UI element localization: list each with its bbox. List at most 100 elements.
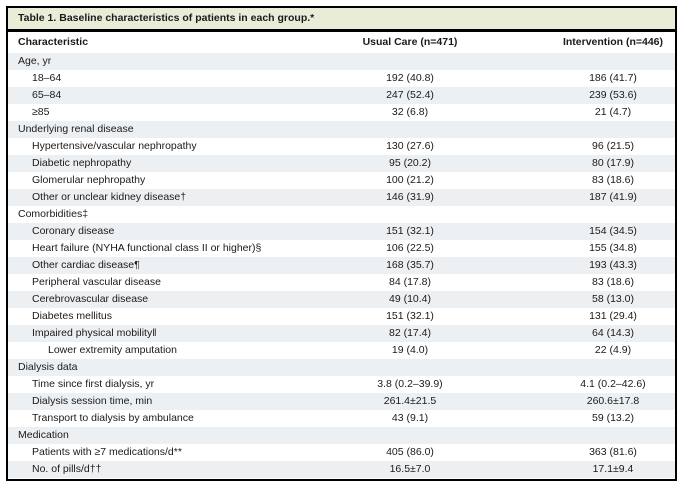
table-row: Dialysis data bbox=[8, 359, 675, 376]
intervention-value: 363 (81.6) bbox=[589, 446, 637, 458]
usual-care-value bbox=[335, 53, 485, 70]
usual-care-value: 247 (52.4) bbox=[386, 89, 434, 101]
table-row: Hypertensive/vascular nephropathy 130 (2… bbox=[8, 138, 675, 155]
row-label: Heart failure (NYHA functional class II … bbox=[32, 242, 262, 254]
usual-care-value: 261.4±21.5 bbox=[383, 395, 437, 407]
usual-care-value bbox=[335, 359, 485, 376]
row-label: 18–64 bbox=[32, 72, 62, 84]
table-row: Comorbidities‡ bbox=[8, 206, 675, 223]
usual-care-value bbox=[335, 206, 485, 223]
intervention-value bbox=[485, 53, 675, 70]
row-label: Dialysis data bbox=[18, 361, 78, 373]
table-frame: Table 1. Baseline characteristics of pat… bbox=[6, 6, 677, 481]
table-row: Other or unclear kidney disease† 146 (31… bbox=[8, 189, 675, 206]
usual-care-value: 192 (40.8) bbox=[386, 72, 434, 84]
intervention-value: 22 (4.9) bbox=[594, 344, 632, 356]
intervention-value: 239 (53.6) bbox=[589, 89, 637, 101]
intervention-value bbox=[485, 121, 675, 138]
usual-care-value: 130 (27.6) bbox=[386, 140, 434, 152]
intervention-value: 83 (18.6) bbox=[591, 174, 635, 186]
intervention-value: 17.1±9.4 bbox=[592, 463, 634, 475]
usual-care-value: 82 (17.4) bbox=[388, 327, 432, 339]
column-header-intervention: Intervention (n=446) bbox=[485, 32, 675, 53]
usual-care-value bbox=[335, 427, 485, 444]
usual-care-value: 95 (20.2) bbox=[388, 157, 432, 169]
table-row: Coronary disease 151 (32.1) 154 (34.5) bbox=[8, 223, 675, 240]
row-label: Diabetic nephropathy bbox=[32, 157, 132, 169]
table-row: Heart failure (NYHA functional class II … bbox=[8, 240, 675, 257]
row-label: Age, yr bbox=[18, 55, 52, 67]
row-label: Peripheral vascular disease bbox=[32, 276, 161, 288]
row-label: Patients with ≥7 medications/d** bbox=[32, 446, 182, 458]
table-header: Characteristic Usual Care (n=471) Interv… bbox=[8, 32, 675, 53]
intervention-value: 186 (41.7) bbox=[589, 72, 637, 84]
table-row: Underlying renal disease bbox=[8, 121, 675, 138]
usual-care-value: 106 (22.5) bbox=[386, 242, 434, 254]
usual-care-value: 3.8 (0.2–39.9) bbox=[377, 378, 443, 390]
row-label: Cerebrovascular disease bbox=[32, 293, 149, 305]
usual-care-value: 43 (9.1) bbox=[391, 412, 429, 424]
usual-care-value: 16.5±7.0 bbox=[389, 463, 431, 475]
column-header-usual-care: Usual Care (n=471) bbox=[335, 32, 485, 53]
intervention-value: 131 (29.4) bbox=[589, 310, 637, 322]
usual-care-value: 84 (17.8) bbox=[388, 276, 432, 288]
intervention-value: 80 (17.9) bbox=[591, 157, 635, 169]
intervention-value: 21 (4.7) bbox=[594, 106, 632, 118]
table-row: Peripheral vascular disease 84 (17.8) 83… bbox=[8, 274, 675, 291]
row-label: Diabetes mellitus bbox=[32, 310, 112, 322]
table-row: Medication bbox=[8, 427, 675, 444]
table-row: Dialysis session time, min 261.4±21.5 26… bbox=[8, 393, 675, 410]
usual-care-value: 168 (35.7) bbox=[386, 259, 434, 271]
row-label: 65–84 bbox=[32, 89, 62, 101]
row-label: Medication bbox=[18, 429, 69, 441]
usual-care-value: 405 (86.0) bbox=[386, 446, 434, 458]
intervention-value: 64 (14.3) bbox=[591, 327, 635, 339]
row-label: Lower extremity amputation bbox=[48, 344, 177, 356]
table-row: Glomerular nephropathy 100 (21.2) 83 (18… bbox=[8, 172, 675, 189]
row-label: ≥85 bbox=[32, 106, 50, 118]
baseline-characteristics-table: Characteristic Usual Care (n=471) Interv… bbox=[8, 32, 675, 478]
intervention-value: 155 (34.8) bbox=[589, 242, 637, 254]
row-label: Transport to dialysis by ambulance bbox=[32, 412, 194, 424]
row-label: Glomerular nephropathy bbox=[32, 174, 146, 186]
table-row: Diabetic nephropathy 95 (20.2) 80 (17.9) bbox=[8, 155, 675, 172]
intervention-value bbox=[485, 427, 675, 444]
table-row: ≥85 32 (6.8) 21 (4.7) bbox=[8, 104, 675, 121]
row-label: Coronary disease bbox=[32, 225, 115, 237]
usual-care-value: 151 (32.1) bbox=[386, 310, 434, 322]
row-label: Other cardiac disease¶ bbox=[32, 259, 140, 271]
usual-care-value: 32 (6.8) bbox=[391, 106, 429, 118]
table-title: Table 1. Baseline characteristics of pat… bbox=[8, 8, 675, 32]
usual-care-value: 19 (4.0) bbox=[391, 344, 429, 356]
intervention-value bbox=[485, 359, 675, 376]
row-label: Impaired physical mobility‖ bbox=[32, 327, 157, 339]
table-row: Age, yr bbox=[8, 53, 675, 70]
intervention-value: 187 (41.9) bbox=[589, 191, 637, 203]
row-label: Time since first dialysis, yr bbox=[32, 378, 155, 390]
table-row: Impaired physical mobility‖ 82 (17.4) 64… bbox=[8, 325, 675, 342]
table-row: 18–64 192 (40.8) 186 (41.7) bbox=[8, 70, 675, 87]
usual-care-value: 146 (31.9) bbox=[386, 191, 434, 203]
table-row: Lower extremity amputation 19 (4.0) 22 (… bbox=[8, 342, 675, 359]
intervention-value bbox=[485, 206, 675, 223]
intervention-value: 96 (21.5) bbox=[591, 140, 635, 152]
table-row: Cerebrovascular disease 49 (10.4) 58 (13… bbox=[8, 291, 675, 308]
table-row: Other cardiac disease¶ 168 (35.7) 193 (4… bbox=[8, 257, 675, 274]
usual-care-value bbox=[335, 121, 485, 138]
column-header-characteristic: Characteristic bbox=[8, 32, 335, 53]
row-label: No. of pills/d†† bbox=[32, 463, 102, 475]
intervention-value: 154 (34.5) bbox=[589, 225, 637, 237]
table-row: Transport to dialysis by ambulance 43 (9… bbox=[8, 410, 675, 427]
intervention-value: 260.6±17.8 bbox=[586, 395, 640, 407]
usual-care-value: 100 (21.2) bbox=[386, 174, 434, 186]
usual-care-value: 49 (10.4) bbox=[388, 293, 432, 305]
usual-care-value: 151 (32.1) bbox=[386, 225, 434, 237]
row-label: Other or unclear kidney disease† bbox=[32, 191, 187, 203]
intervention-value: 59 (13.2) bbox=[591, 412, 635, 424]
row-label: Dialysis session time, min bbox=[32, 395, 153, 407]
row-label: Comorbidities‡ bbox=[18, 208, 89, 220]
table-row: Time since first dialysis, yr 3.8 (0.2–3… bbox=[8, 376, 675, 393]
intervention-value: 58 (13.0) bbox=[591, 293, 635, 305]
intervention-value: 193 (43.3) bbox=[589, 259, 637, 271]
intervention-value: 4.1 (0.2–42.6) bbox=[580, 378, 646, 390]
